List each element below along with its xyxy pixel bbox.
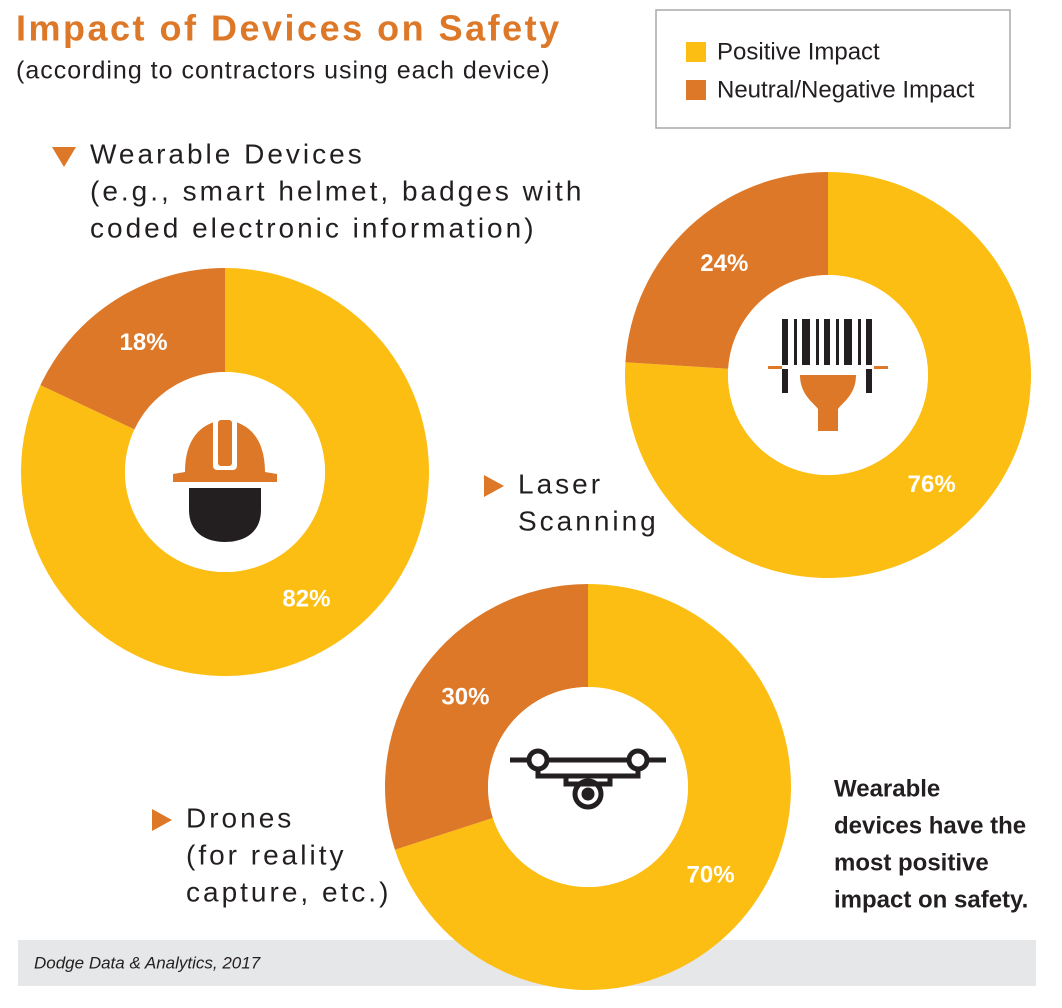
value-label: 76%	[908, 471, 956, 498]
value-label: 70%	[687, 861, 735, 888]
chart-heading: Laser	[518, 468, 603, 499]
donut-segment	[384, 584, 588, 850]
chart-heading: (for reality	[186, 839, 346, 870]
legend-label: Positive Impact	[717, 38, 880, 65]
scanner-icon	[768, 319, 888, 431]
note-line: Wearable	[834, 775, 940, 802]
helmet-icon	[173, 414, 277, 542]
donuts: 82% 18% 76% 24% 70% 30%	[21, 172, 1031, 991]
chart-heading: capture, etc.)	[186, 876, 391, 907]
heading-marker	[152, 809, 172, 831]
donut-segment	[40, 268, 225, 430]
chart-heading: Wearable Devices	[90, 138, 365, 169]
heading-marker	[52, 147, 76, 167]
note-line: impact on safety.	[834, 886, 1028, 913]
chart-heading: Drones	[186, 802, 294, 833]
source: Dodge Data & Analytics, 2017	[34, 953, 261, 972]
drone-icon	[510, 748, 666, 810]
value-label: 18%	[120, 329, 168, 356]
legend: Positive Impact Neutral/Negative Impact	[686, 38, 975, 103]
legend-box	[655, 9, 1011, 129]
title: Impact of Devices on Safety	[16, 8, 562, 49]
donut-segment	[21, 268, 430, 677]
value-label: 30%	[441, 683, 489, 710]
donut-segment	[625, 172, 828, 369]
legend-swatch	[686, 42, 706, 62]
chart-heading: Scanning	[518, 505, 659, 536]
donut-hole	[488, 687, 688, 887]
donut-segment	[625, 172, 1031, 578]
value-label: 24%	[700, 250, 748, 277]
value-label: 82%	[282, 586, 330, 613]
icons	[173, 319, 888, 810]
note-line: devices have the	[834, 812, 1026, 839]
legend-label: Neutral/Negative Impact	[717, 76, 975, 103]
note: Wearable devices have the most positive imp…	[834, 775, 1028, 913]
heading-marker	[484, 475, 504, 497]
donut-segment	[394, 584, 791, 991]
note-line: most positive	[834, 849, 989, 876]
legend-swatch	[686, 80, 706, 100]
subtitle: (according to contractors using each dev…	[16, 57, 551, 85]
chart-heading: (e.g., smart helmet, badges with	[90, 175, 584, 206]
chart-heading: coded electronic information)	[90, 212, 537, 243]
